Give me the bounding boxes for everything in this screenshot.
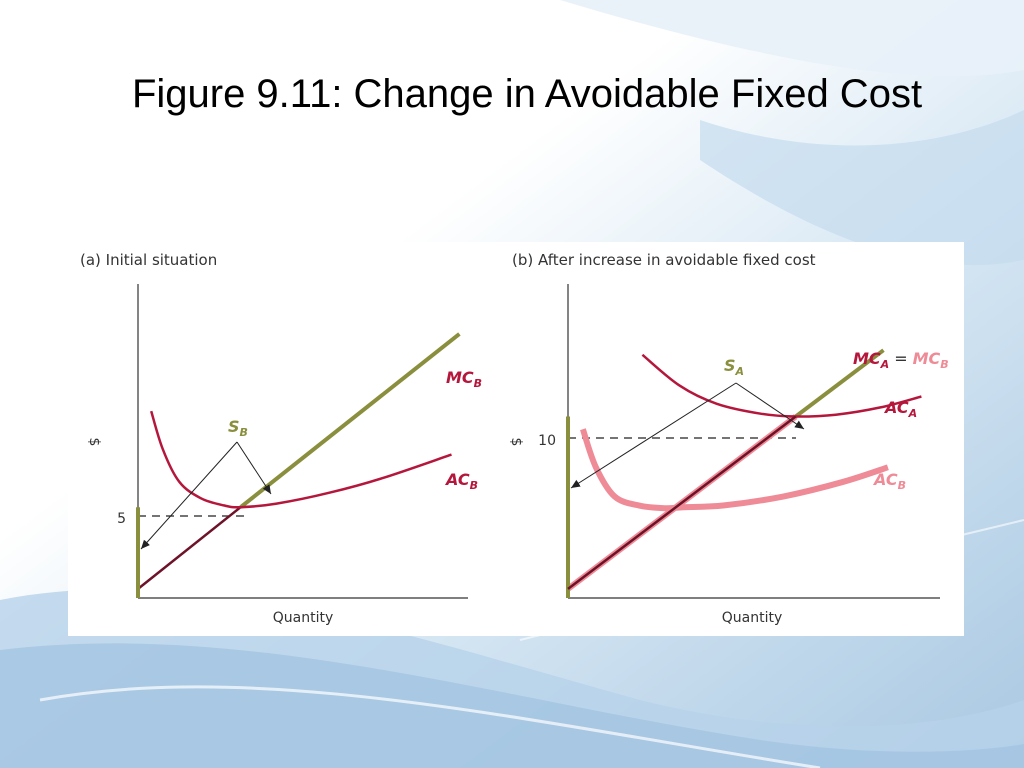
figure-chart: (a) Initial situation $ Quantity 5 SB MC… <box>80 251 949 626</box>
panel-a-ac-label: ACB <box>444 470 478 492</box>
panel-b-sa-label: SA <box>724 356 744 378</box>
panel-b-ylabel: $ <box>508 438 524 447</box>
panel-b-arrow-to-axis <box>570 382 737 489</box>
panel-b-mc-label: MCA = MCB <box>853 349 949 371</box>
panel-a: (a) Initial situation $ Quantity 5 SB MC… <box>80 251 482 626</box>
series-ac-b-line <box>580 428 889 512</box>
panel-b-ytick-10: 10 <box>538 433 556 449</box>
series-mc-b-line <box>239 332 461 509</box>
panel-b-title: (b) After increase in avoidable fixed co… <box>512 251 816 269</box>
panel-a-mc-label: MCB <box>446 368 482 390</box>
panel-a-xlabel: Quantity <box>273 610 334 626</box>
slide-title: Figure 9.11: Change in Avoidable Fixed C… <box>131 72 923 116</box>
panel-b-xlabel: Quantity <box>722 610 783 626</box>
series-mc-b-line <box>137 506 242 590</box>
panel-a-arrow-to-mc <box>236 441 272 495</box>
panel-b: (b) After increase in avoidable fixed co… <box>508 251 949 626</box>
panel-a-plot <box>136 332 461 598</box>
panel-a-title: (a) Initial situation <box>80 251 217 269</box>
panel-a-ytick-5: 5 <box>117 511 126 527</box>
series-ac-b-line <box>150 410 452 509</box>
panel-a-sb-label: SB <box>228 417 248 439</box>
panel-a-arrow-to-axis <box>140 441 238 550</box>
series-mc-a-line <box>794 348 885 419</box>
panel-b-arrow-to-mc <box>735 382 805 430</box>
figure-panel <box>68 242 964 636</box>
panel-b-acb-label: ACB <box>872 470 906 492</box>
panel-a-ylabel: $ <box>86 438 102 447</box>
panel-b-aca-label: ACA <box>883 398 917 420</box>
panel-b-plot <box>566 348 922 598</box>
series-mc-a-line <box>567 415 797 590</box>
series-ac-a-line <box>641 353 922 418</box>
